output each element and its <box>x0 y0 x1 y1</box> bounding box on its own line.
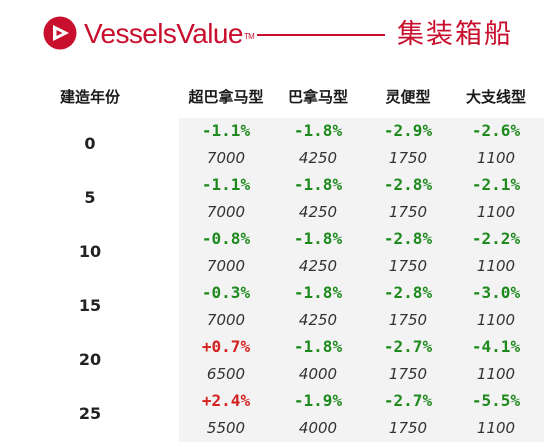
value-cell: 1100 <box>476 311 516 329</box>
value-cell: 1100 <box>476 257 516 275</box>
value-cell: 4250 <box>298 149 338 167</box>
value-change-cell: -0.8% <box>201 229 251 248</box>
value-change-cell: -1.9% <box>293 391 343 410</box>
value-cell: 4000 <box>298 365 338 383</box>
column-header-build-year: 建造年份 <box>59 88 120 106</box>
value-cell: 4250 <box>298 257 338 275</box>
value-cell: 1750 <box>388 203 428 221</box>
column-header-feedermax: 大支线型 <box>465 88 526 106</box>
page-title: 集装箱船 <box>397 19 513 50</box>
header-divider-line <box>257 34 385 36</box>
value-change-cell: -2.8% <box>383 283 433 302</box>
value-change-cell: -1.8% <box>293 121 343 140</box>
value-change-cell: -5.5% <box>471 391 521 410</box>
value-change-cell: -1.8% <box>293 175 343 194</box>
value-change-cell: -2.7% <box>383 391 433 410</box>
value-change-cell: -1.8% <box>293 337 343 356</box>
value-cell: 6500 <box>206 365 246 383</box>
value-change-cell: +2.4% <box>201 391 251 410</box>
column-header-panamax: 巴拿马型 <box>287 88 348 106</box>
value-change-cell: -0.3% <box>201 283 251 302</box>
value-change-cell: -2.8% <box>383 229 433 248</box>
row-age-label: 15 <box>78 296 102 315</box>
value-change-cell: -2.8% <box>383 175 433 194</box>
column-header-post-panamax: 超巴拿马型 <box>188 88 264 106</box>
value-cell: 1100 <box>476 149 516 167</box>
value-cell: 1750 <box>388 149 428 167</box>
value-cell: 7000 <box>206 203 246 221</box>
value-change-cell: -2.9% <box>383 121 433 140</box>
value-change-cell: -1.1% <box>201 121 251 140</box>
value-cell: 4250 <box>298 203 338 221</box>
row-age-label: 0 <box>84 134 96 153</box>
vesselsvalue-logo-icon <box>43 16 77 50</box>
value-change-cell: -2.6% <box>471 121 521 140</box>
row-age-label: 10 <box>78 242 102 261</box>
value-change-cell: -1.8% <box>293 283 343 302</box>
row-age-label: 20 <box>78 350 102 369</box>
value-change-cell: -3.0% <box>471 283 521 302</box>
value-cell: 1100 <box>476 419 516 437</box>
value-cell: 1750 <box>388 365 428 383</box>
value-cell: 1100 <box>476 365 516 383</box>
trademark-mark: TM <box>243 32 255 41</box>
value-cell: 7000 <box>206 257 246 275</box>
value-change-cell: +0.7% <box>201 337 251 356</box>
value-cell: 7000 <box>206 311 246 329</box>
value-cell: 5500 <box>206 419 246 437</box>
header: VesselsValueTM 集装箱船 <box>0 0 544 72</box>
row-age-label: 5 <box>84 188 96 207</box>
value-cell: 4000 <box>298 419 338 437</box>
value-cell: 4250 <box>298 311 338 329</box>
value-change-cell: -4.1% <box>471 337 521 356</box>
brand-logo-text: VesselsValueTM <box>84 18 255 49</box>
table-body-background <box>179 118 544 442</box>
value-change-cell: -2.1% <box>471 175 521 194</box>
value-cell: 1750 <box>388 257 428 275</box>
value-change-cell: -2.7% <box>383 337 433 356</box>
value-change-cell: -2.2% <box>471 229 521 248</box>
value-cell: 1100 <box>476 203 516 221</box>
value-change-cell: -1.8% <box>293 229 343 248</box>
row-age-label: 25 <box>78 404 102 423</box>
value-cell: 7000 <box>206 149 246 167</box>
value-cell: 1750 <box>388 419 428 437</box>
value-cell: 1750 <box>388 311 428 329</box>
value-change-cell: -1.1% <box>201 175 251 194</box>
column-header-handy: 灵便型 <box>385 88 431 106</box>
